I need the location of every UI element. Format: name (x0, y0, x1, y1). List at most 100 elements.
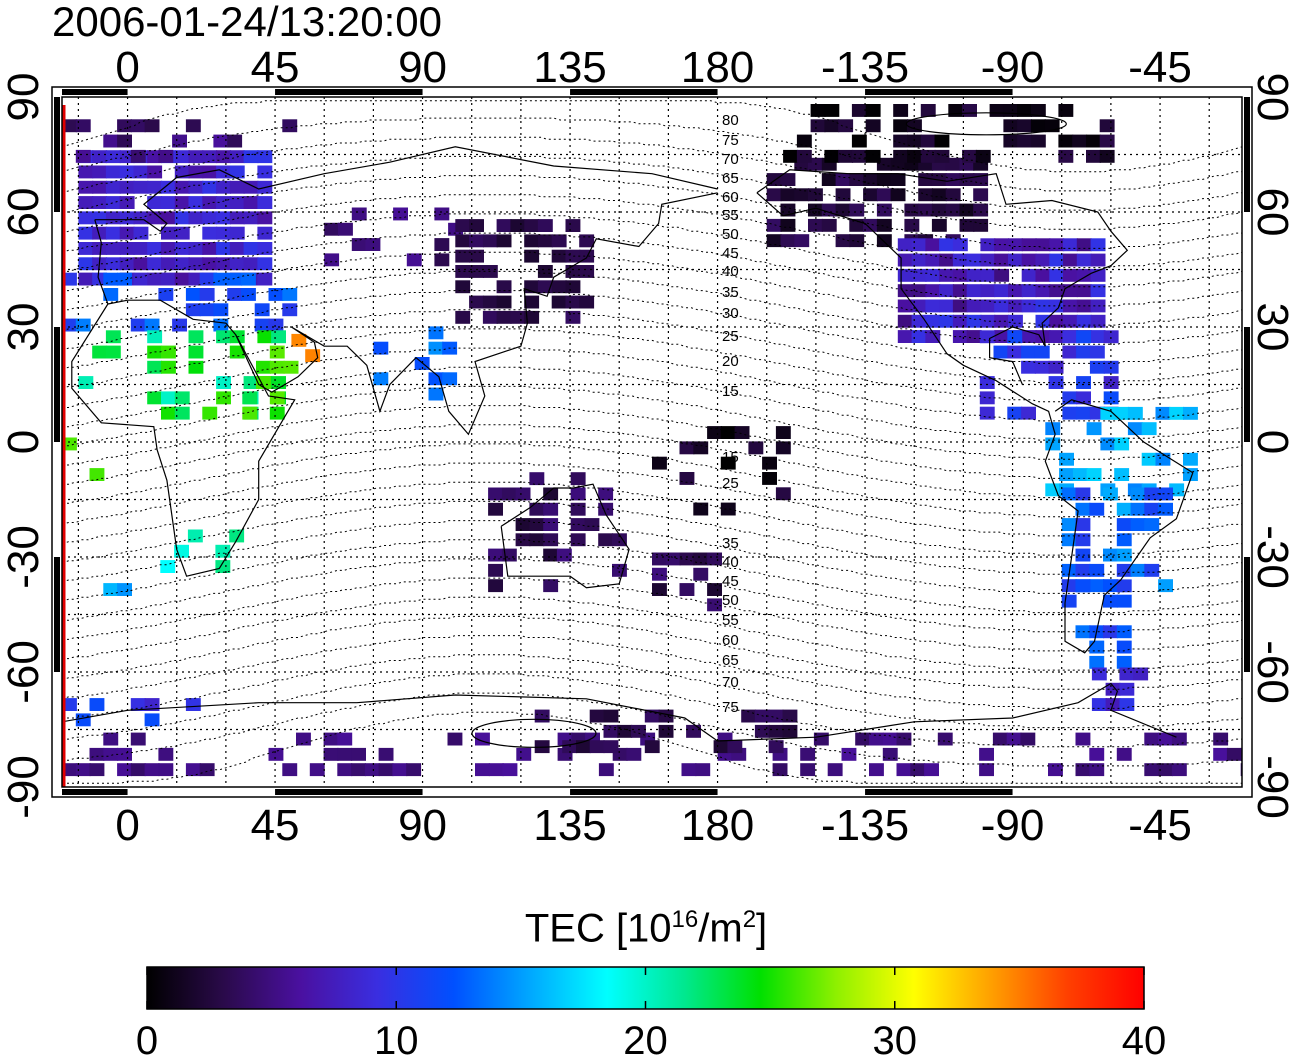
tec-cell (1100, 406, 1116, 420)
tec-cell (188, 345, 204, 359)
tec-cell (780, 234, 796, 248)
contour-line (62, 711, 1242, 784)
tec-cell (907, 149, 922, 163)
tec-cell (161, 226, 176, 240)
contour-line (62, 117, 1242, 192)
coastline (94, 146, 718, 233)
tec-cell (931, 188, 947, 202)
tec-cell (147, 165, 163, 179)
tec-cell (103, 732, 119, 746)
contour-label: 45 (722, 573, 739, 590)
tec-cell (782, 724, 798, 738)
tec-cell (199, 763, 215, 777)
tec-cell (351, 763, 366, 777)
contour-line (62, 270, 1242, 345)
tec-cell (78, 242, 94, 255)
colorbar-tick-label: 30 (873, 1019, 918, 1057)
tec-cell (351, 238, 367, 251)
tec-cell (1213, 732, 1229, 746)
tec-cell (213, 272, 229, 286)
colorbar-tick-label: 40 (1122, 1019, 1167, 1057)
tec-cell (185, 763, 201, 777)
tec-cell (1090, 284, 1106, 298)
tec-cell (1075, 487, 1091, 501)
tec-cell (626, 747, 642, 761)
tec-cell (565, 265, 581, 278)
tec-cell (939, 299, 954, 313)
tec-cell (768, 709, 784, 723)
tec-cell (92, 211, 108, 225)
tec-cell (1103, 548, 1118, 562)
tec-cell (948, 104, 964, 117)
tec-cell (918, 203, 934, 217)
tec-cell (1130, 487, 1146, 501)
tec-cell (838, 149, 854, 163)
tec-cell (890, 173, 906, 186)
contour-label: 35 (722, 284, 739, 301)
tec-cell (962, 149, 977, 163)
tec-cell (144, 698, 160, 711)
tec-cell (907, 134, 922, 148)
tec-cell (482, 310, 498, 324)
tec-cell (1086, 468, 1102, 481)
tec-cell (556, 548, 572, 562)
tec-cell (775, 426, 791, 439)
tec-cell (911, 299, 927, 313)
tec-cell (1021, 238, 1037, 252)
tec-cell (897, 268, 913, 282)
contour-line (62, 251, 1242, 326)
tec-cell (89, 763, 105, 777)
tec-cell (1158, 487, 1173, 501)
tec-cell (543, 579, 559, 593)
tec-cell (147, 196, 163, 209)
tec-cell (516, 747, 532, 761)
contour-line (62, 136, 1242, 211)
contour-line (62, 366, 1242, 441)
tec-cell (1183, 468, 1198, 481)
tec-cell (455, 280, 471, 294)
tec-cell (598, 533, 614, 547)
tec-cell (1030, 134, 1046, 148)
tec-cell (1086, 149, 1101, 163)
tec-cell (1130, 563, 1146, 577)
tec-cell (979, 391, 995, 405)
tec-cell (75, 713, 91, 727)
tec-cell (227, 288, 243, 301)
tec-cell (1035, 253, 1051, 267)
tec-cell (130, 149, 146, 163)
tec-cell (213, 134, 229, 148)
tec-cell (1035, 330, 1051, 343)
contour-label: 55 (722, 612, 739, 629)
tec-cell (565, 280, 581, 294)
tec-cell (551, 249, 567, 263)
tec-data-layer (62, 104, 1242, 777)
tec-cell (766, 218, 782, 232)
tec-cell (130, 318, 146, 332)
tec-cell (966, 314, 982, 328)
map-frame (51, 86, 1253, 798)
tec-cell (1034, 345, 1050, 359)
tec-cell (257, 196, 273, 209)
tec-cell (92, 150, 108, 164)
tec-cell (762, 456, 777, 470)
tec-cell (652, 456, 667, 470)
frame-band (275, 789, 423, 795)
tec-cell (994, 314, 1010, 328)
tec-cell (980, 253, 996, 267)
tec-cell (882, 732, 898, 746)
tec-cell (257, 211, 273, 225)
tec-cell (1076, 330, 1091, 344)
tec-cell (1076, 314, 1092, 328)
tec-cell (980, 284, 996, 298)
tec-cell (1059, 452, 1074, 466)
tec-cell (309, 763, 325, 777)
tec-cell (766, 188, 782, 202)
tec-cell (693, 567, 709, 581)
lon-tick-top: 45 (251, 43, 300, 92)
tec-cell (337, 763, 353, 777)
contour-label: 65 (722, 170, 739, 187)
tec-cell (1141, 452, 1157, 466)
tec-cell (1144, 502, 1160, 516)
contour-label: 40 (722, 554, 739, 571)
tec-cell (202, 226, 218, 240)
